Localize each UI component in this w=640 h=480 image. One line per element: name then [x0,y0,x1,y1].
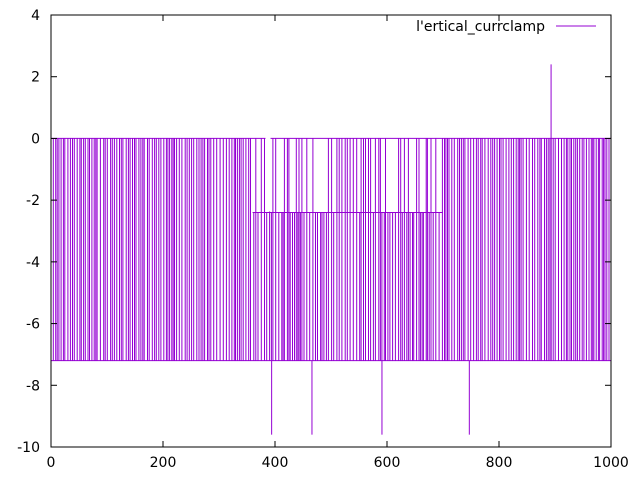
series-gap [265,137,271,212]
y-tick-label: 0 [31,131,40,147]
x-tick-label: 200 [150,455,177,471]
x-tick-label: 1000 [593,455,629,471]
legend-label: l'ertical_currclamp [416,19,545,35]
x-axis: 0 200 400 600 800 1000 [47,15,629,471]
y-axis: -10 -8 -6 -4 -2 0 2 4 [17,8,611,456]
y-tick-label: -6 [26,317,40,333]
x-tick-label: 800 [486,455,513,471]
legend: l'ertical_currclamp [416,19,596,35]
y-tick-label: 2 [31,70,40,86]
x-tick-label: 400 [262,455,289,471]
series-lines [50,64,611,435]
y-tick-label: -2 [26,193,40,209]
y-tick-label: -4 [26,255,40,271]
y-tick-label: -10 [17,440,40,456]
x-tick-label: 0 [47,455,56,471]
plot-frame [50,14,612,448]
series-signal [50,138,610,361]
x-tick-label: 600 [374,455,401,471]
y-tick-label: -8 [26,378,40,394]
y-tick-label: 4 [31,8,40,24]
